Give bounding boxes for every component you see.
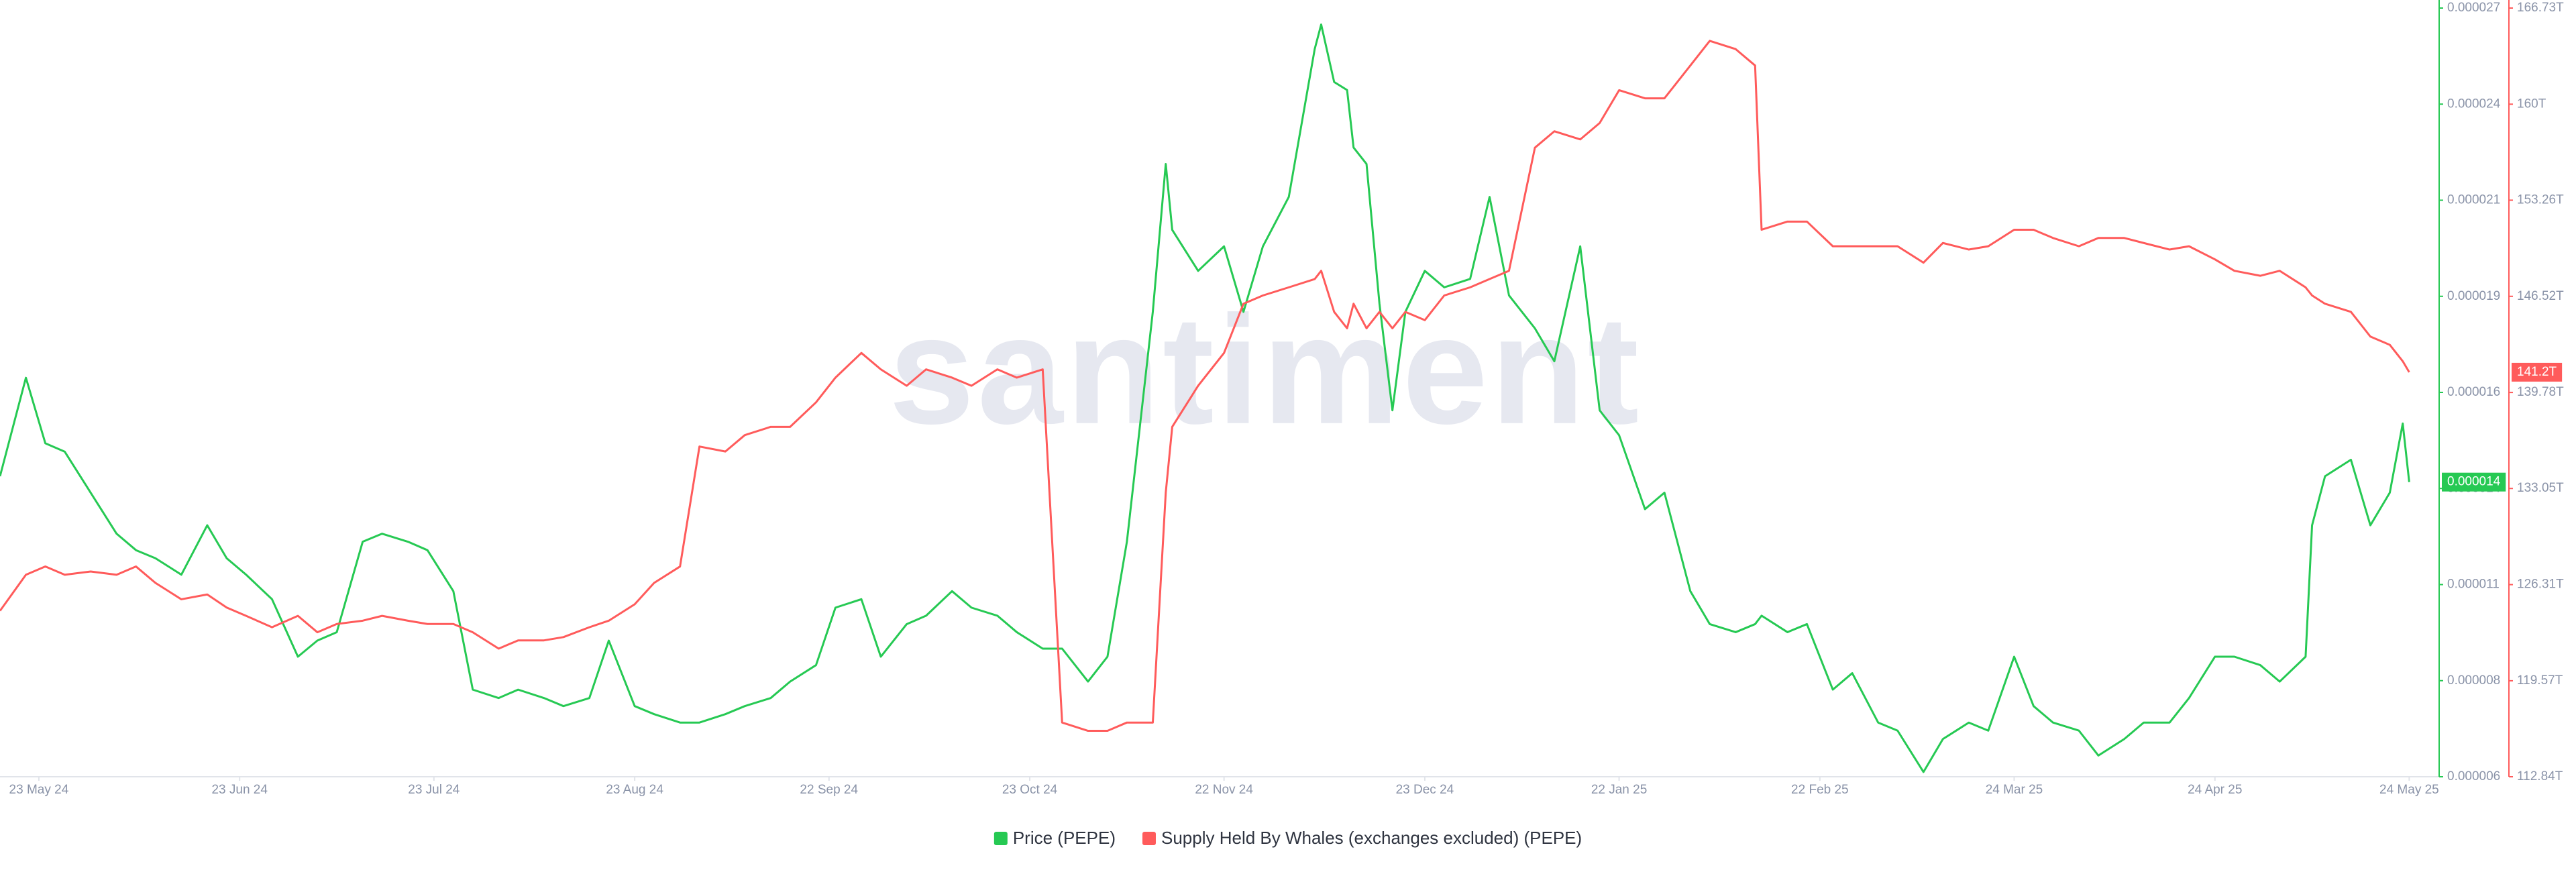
y2-tick-label: 133.05T: [2517, 481, 2564, 495]
last-value-badge: 0.000014: [2442, 472, 2506, 492]
x-tick-label: 23 Dec 24: [1396, 783, 1454, 797]
x-tick-label: 23 Oct 24: [1002, 783, 1058, 797]
x-tick-label: 24 May 25: [2379, 783, 2439, 797]
last-value-label: 0.000014: [2447, 475, 2501, 489]
x-tick-label: 22 Nov 24: [1195, 783, 1253, 797]
x-tick-label: 23 Aug 24: [606, 783, 663, 797]
y2-tick-label: 146.52T: [2517, 289, 2564, 303]
x-tick-label: 22 Sep 24: [800, 783, 858, 797]
legend-swatch: [1142, 832, 1156, 845]
y2-tick-label: 160T: [2517, 97, 2546, 111]
legend-label: Price (PEPE): [1013, 828, 1116, 848]
y-tick-label: 0.000016: [2447, 385, 2500, 399]
x-tick-label: 23 May 24: [9, 783, 69, 797]
y2-tick-label: 119.57T: [2517, 673, 2563, 688]
y2-tick-label: 139.78T: [2517, 385, 2564, 399]
x-tick-label: 22 Jan 25: [1591, 783, 1647, 797]
y-tick-label: 0.000027: [2447, 1, 2500, 15]
last-value-marker: [2442, 472, 2506, 492]
y2-tick-label: 112.84T: [2517, 769, 2563, 783]
x-tick-label: 23 Jul 24: [408, 783, 460, 797]
y-tick-label: 0.000008: [2447, 673, 2500, 688]
legend-swatch: [994, 832, 1008, 845]
y-tick-label: 0.000021: [2447, 193, 2500, 207]
x-tick-label: 22 Feb 25: [1791, 783, 1849, 797]
y2-tick-label: 166.73T: [2517, 1, 2564, 15]
series-line: [0, 40, 2410, 732]
y2-tick-label: 126.31T: [2517, 578, 2564, 592]
x-tick-label: 24 Apr 25: [2188, 783, 2242, 797]
x-tick-label: 23 Jun 24: [211, 783, 268, 797]
watermark: santiment: [889, 284, 1642, 456]
y2-tick-label: 153.26T: [2517, 193, 2564, 207]
x-tick-label: 24 Mar 25: [1986, 783, 2043, 797]
y-tick-label: 0.000024: [2447, 97, 2501, 111]
last-value-badge: 141.2T: [2512, 362, 2563, 382]
series-line: [0, 23, 2410, 773]
y-tick-label: 0.000006: [2447, 769, 2500, 783]
y-tick-label: 0.000019: [2447, 289, 2500, 303]
legend-label: Supply Held By Whales (exchanges exclude…: [1161, 828, 1582, 848]
last-value-marker: [2512, 362, 2563, 382]
legend: Price (PEPE) Supply Held By Whales (excha…: [994, 828, 1582, 848]
y-tick-label: 0.000011: [2447, 578, 2500, 592]
last-value-label: 141.2T: [2517, 365, 2557, 379]
